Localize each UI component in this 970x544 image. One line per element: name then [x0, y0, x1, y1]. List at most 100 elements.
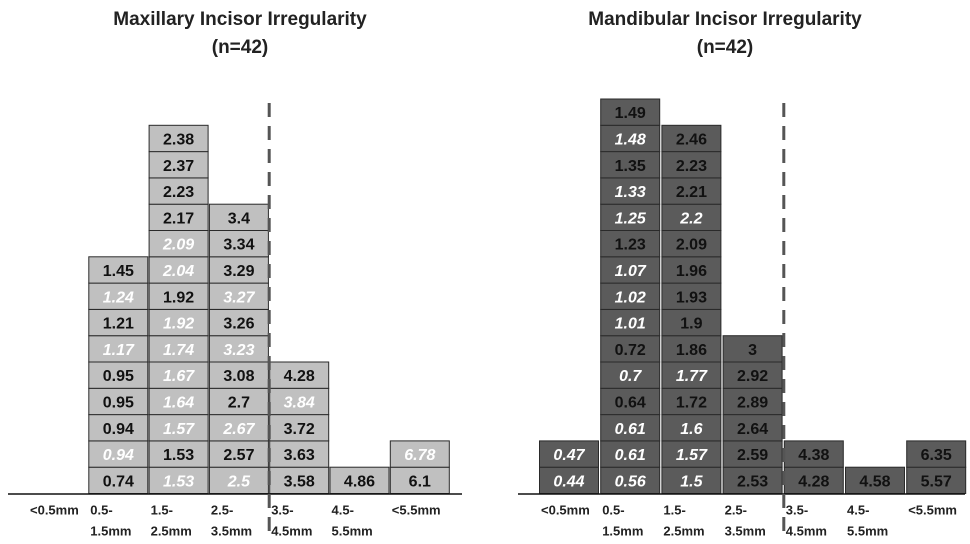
- mandibular-cell-value: 2.46: [676, 131, 707, 148]
- mandibular-cell-value: 1.72: [676, 394, 707, 411]
- mandibular-cell-value: 0.47: [553, 447, 585, 464]
- mandibular-cell-value: 2.23: [676, 158, 707, 175]
- maxillary-cell: [148, 203, 209, 231]
- maxillary-cell-value: 3.34: [223, 237, 254, 254]
- maxillary-tick-label: <5.5mm: [392, 503, 441, 518]
- mandibular-cell-value: 4.58: [859, 473, 890, 490]
- maxillary-cell: [148, 124, 209, 153]
- maxillary-cell: [148, 414, 209, 442]
- maxillary-cell-value: 4.86: [344, 473, 375, 490]
- mandibular-cell-value: 1.07: [615, 263, 647, 280]
- maxillary-tick-label: 0.5-: [90, 503, 112, 518]
- maxillary-cell-value: 1.53: [163, 473, 194, 490]
- maxillary-cell-value: 1.74: [163, 342, 194, 359]
- mandibular-tick-label: 1.5-: [663, 503, 685, 518]
- mandibular-cell-value: 1.5: [680, 473, 703, 490]
- maxillary-tick-label: 4.5mm: [271, 524, 312, 539]
- maxillary-cell: [269, 361, 330, 389]
- mandibular-cell-value: 1.33: [615, 184, 646, 201]
- mandibular-cell-value: 0.44: [553, 473, 584, 490]
- maxillary-cell-value: 1.17: [103, 342, 135, 359]
- maxillary-cell: [208, 466, 269, 495]
- maxillary-tick-label: 1.5mm: [90, 524, 131, 539]
- mandibular-cell: [600, 282, 661, 310]
- mandibular-cell: [783, 440, 844, 468]
- mandibular-tick-label: 5.5mm: [847, 524, 888, 539]
- maxillary-cell-value: 1.64: [163, 394, 194, 411]
- maxillary-cell-value: 1.92: [163, 289, 194, 306]
- mandibular-cell: [600, 124, 661, 153]
- mandibular-cell: [600, 151, 661, 179]
- maxillary-cell: [88, 387, 149, 416]
- mandibular-cell: [722, 335, 783, 363]
- maxillary-cell-value: 0.94: [103, 447, 134, 464]
- maxillary-cell-value: 2.37: [163, 158, 194, 175]
- maxillary-cell-value: 3.4: [228, 210, 250, 227]
- mandibular-tick-label: <5.5mm: [908, 503, 957, 518]
- maxillary-cell: [88, 361, 149, 389]
- maxillary-cell-value: 3.23: [223, 342, 254, 359]
- mandibular-cell-value: 0.72: [615, 342, 646, 359]
- mandibular-cell: [600, 466, 661, 495]
- chart-title-maxillary: Maxillary Incisor Irregularity: [113, 9, 367, 30]
- mandibular-cell-value: 0.61: [615, 447, 646, 464]
- mandibular-cell-value: 1.49: [615, 105, 646, 122]
- mandibular-cell: [661, 203, 722, 231]
- maxillary-cell: [208, 308, 269, 337]
- mandibular-cell: [600, 256, 661, 284]
- mandibular-cell-value: 2.53: [737, 473, 768, 490]
- maxillary-cell-value: 1.67: [163, 368, 195, 385]
- maxillary-cell: [148, 440, 209, 468]
- mandibular-cell: [600, 440, 661, 468]
- mandibular-cell-value: 1.23: [615, 237, 646, 254]
- maxillary-cell-value: 2.67: [222, 421, 255, 438]
- maxillary-cell: [389, 440, 450, 468]
- mandibular-cell: [661, 282, 722, 310]
- maxillary-cell-value: 2.57: [223, 447, 254, 464]
- mandibular-cell-value: 1.02: [615, 289, 646, 306]
- mandibular-cell-value: 6.35: [921, 447, 952, 464]
- maxillary-cell: [208, 414, 269, 442]
- maxillary-cell: [88, 256, 149, 284]
- maxillary-tick-label: 3.5-: [271, 503, 293, 518]
- mandibular-cell-value: 1.86: [676, 342, 707, 359]
- mandibular-cell: [600, 308, 661, 337]
- maxillary-cell-value: 2.09: [162, 237, 194, 254]
- maxillary-tick-label: <0.5mm: [30, 503, 79, 518]
- mandibular-cell-value: 1.57: [676, 447, 708, 464]
- mandibular-cell: [661, 124, 722, 153]
- maxillary-cell-value: 2.17: [163, 210, 194, 227]
- mandibular-cell: [722, 440, 783, 468]
- mandibular-cell: [661, 414, 722, 442]
- mandibular-cell-value: 1.48: [615, 131, 646, 148]
- mandibular-cell-value: 0.56: [615, 473, 646, 490]
- mandibular-cell-value: 1.93: [676, 289, 707, 306]
- mandibular-cell-value: 1.01: [615, 316, 646, 333]
- maxillary-cell-value: 0.95: [103, 394, 134, 411]
- maxillary-cell-value: 1.92: [163, 316, 194, 333]
- maxillary-cell: [208, 230, 269, 258]
- mandibular-cell-value: 1.25: [615, 210, 647, 227]
- maxillary-cell-value: 0.74: [103, 473, 134, 490]
- mandibular-cell: [661, 466, 722, 495]
- chart-subtitle-mandibular: (n=42): [696, 37, 754, 58]
- mandibular-cell-value: 4.38: [798, 447, 829, 464]
- maxillary-cell-value: 2.5: [227, 473, 251, 490]
- mandibular-cell-value: 1.35: [615, 158, 646, 175]
- mandibular-cell: [845, 466, 905, 495]
- mandibular-tick-label: <0.5mm: [541, 503, 590, 518]
- maxillary-cell-value: 0.95: [103, 368, 134, 385]
- mandibular-cell: [722, 387, 783, 416]
- chart-subtitle-maxillary: (n=42): [211, 37, 269, 58]
- maxillary-cell-value: 3.58: [284, 473, 315, 490]
- maxillary-cell: [208, 256, 269, 284]
- mandibular-cell: [722, 466, 783, 495]
- mandibular-cell-value: 2.59: [737, 447, 768, 464]
- maxillary-tick-label: 1.5-: [151, 503, 173, 518]
- maxillary-cell-value: 2.38: [163, 131, 194, 148]
- maxillary-cell-value: 1.57: [163, 421, 195, 438]
- mandibular-cell: [661, 361, 722, 389]
- maxillary-cell: [148, 308, 209, 337]
- maxillary-cell-value: 1.53: [163, 447, 194, 464]
